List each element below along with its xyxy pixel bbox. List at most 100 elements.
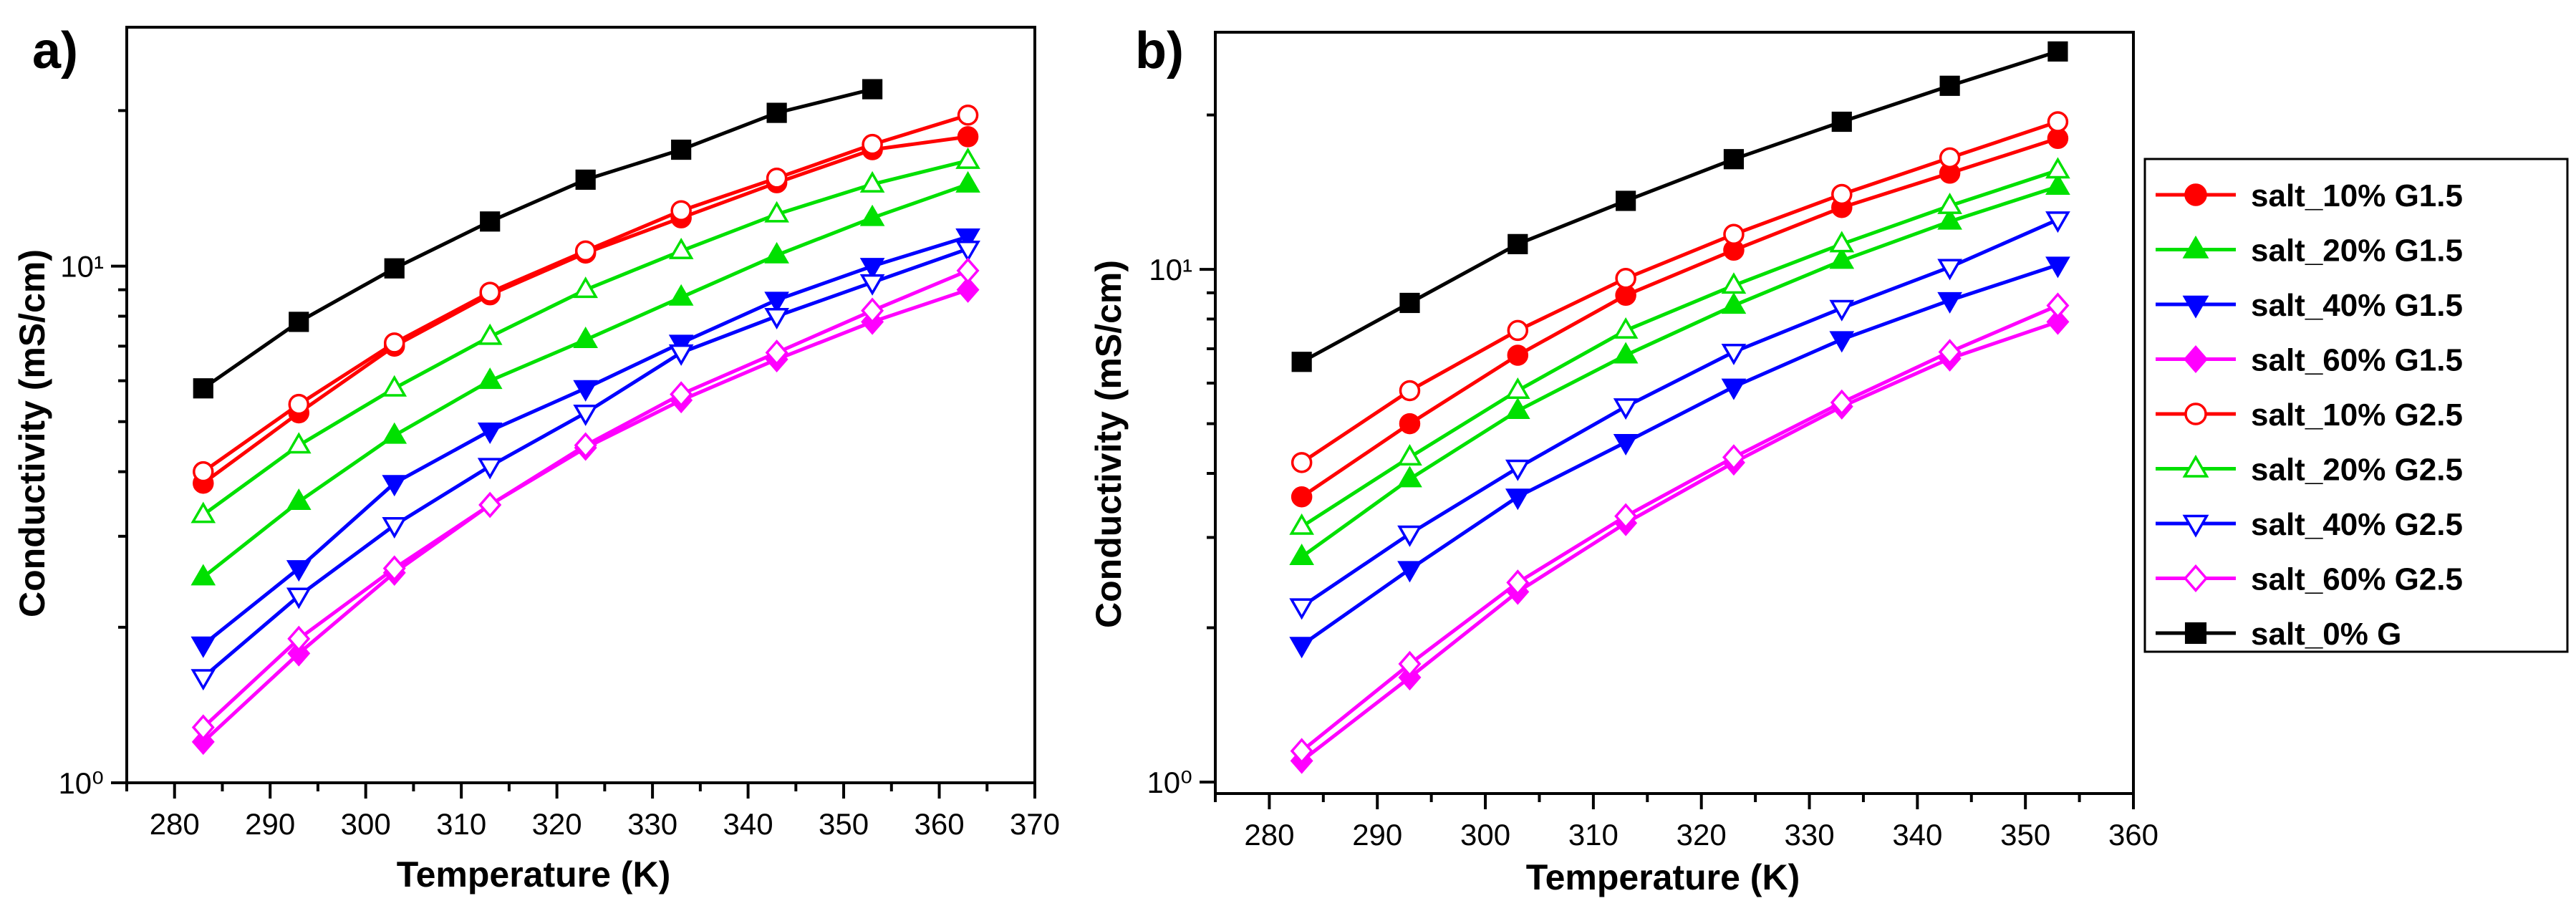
panel-a-ylabel: Conductivity (mS/cm) — [12, 249, 52, 617]
data-point — [2046, 292, 2070, 319]
data-point — [382, 475, 407, 497]
panel-a-series-6 — [190, 240, 980, 691]
data-point — [1397, 561, 1422, 583]
data-point — [955, 147, 980, 169]
data-point — [289, 312, 309, 332]
panel-a: a) Conductivity (mS/cm) Temperature (K) … — [12, 22, 1060, 895]
data-point — [2045, 211, 2070, 233]
data-point — [1505, 397, 1530, 419]
data-point — [1289, 513, 1314, 535]
data-point — [764, 241, 789, 264]
data-point — [764, 201, 789, 223]
data-point — [668, 284, 694, 306]
data-point — [1289, 637, 1314, 659]
data-point — [1399, 380, 1421, 402]
data-point — [955, 170, 980, 193]
data-point — [2045, 157, 2070, 179]
data-point — [1938, 339, 1962, 365]
legend-marker — [2183, 345, 2209, 373]
data-point — [1505, 377, 1530, 399]
legend-label: salt_60% G1.5 — [2251, 343, 2463, 378]
data-point — [2045, 256, 2070, 279]
panel-b-xtick-label: 340 — [1892, 818, 1942, 852]
data-point — [286, 488, 312, 510]
panel-a-xticks: 280 290 300 310 320 330 340 350 360 370 — [125, 783, 1060, 841]
legend-label: salt_20% G2.5 — [2251, 453, 2463, 488]
data-point — [859, 274, 885, 296]
data-point — [1831, 111, 1852, 132]
panel-b-xtick-label: 280 — [1244, 818, 1294, 852]
panel-a-series-7 — [191, 257, 980, 741]
data-point — [191, 728, 215, 756]
panel-a-xtick-label: 330 — [627, 807, 677, 841]
panel-a-xtick-label: 290 — [245, 807, 295, 841]
data-point — [1721, 272, 1747, 294]
data-point — [1615, 268, 1636, 289]
data-point — [862, 79, 883, 100]
legend-marker — [2182, 454, 2209, 478]
data-point — [1397, 466, 1422, 488]
data-point — [1507, 344, 1529, 366]
data-point — [573, 276, 599, 299]
panel-b-xtick-label: 290 — [1352, 818, 1402, 852]
panel-b-xtick-label: 330 — [1784, 818, 1834, 852]
legend-box — [2143, 158, 2569, 653]
data-point — [384, 258, 405, 279]
data-point — [286, 587, 312, 609]
data-point — [1937, 192, 1962, 214]
data-point — [573, 380, 599, 402]
series-line — [202, 288, 969, 743]
legend-label: salt_0% G — [2251, 617, 2401, 652]
panel-a-frame — [125, 26, 1036, 784]
series-line — [1301, 218, 2059, 608]
panel-a-series-8 — [193, 79, 883, 399]
data-point — [766, 102, 787, 123]
panel-b-xticks: 280 290 300 310 320 330 340 350 360 — [1214, 794, 2158, 852]
panel-b-ytick-label: 10¹ — [1149, 253, 1192, 286]
data-point — [1397, 444, 1422, 466]
data-point — [286, 560, 312, 582]
legend-label: salt_60% G2.5 — [2251, 562, 2463, 597]
data-point — [382, 375, 407, 397]
data-point — [1291, 486, 1313, 508]
data-point — [190, 636, 216, 658]
data-point — [1829, 247, 1855, 269]
data-point — [190, 564, 216, 586]
panel-b-series-1 — [1289, 173, 2070, 565]
panel-b-series-0 — [1291, 127, 2069, 508]
series-line — [1301, 263, 2059, 647]
panel-a-series-5 — [190, 147, 980, 524]
data-point — [1399, 413, 1421, 435]
panel-a-xlabel: Temperature (K) — [397, 854, 670, 895]
panel-b-xtick-label: 360 — [2108, 818, 2158, 852]
panel-b-frame — [1214, 31, 2135, 795]
panel-a-xtick-label: 370 — [1010, 807, 1060, 841]
legend-marker — [2184, 622, 2207, 645]
data-point — [1939, 147, 1961, 169]
data-point — [957, 104, 979, 126]
series-line — [1301, 120, 2059, 464]
panel-b-yticks: 10⁰ 10¹ — [1147, 113, 1215, 799]
series-line — [1301, 168, 2059, 529]
data-point — [1721, 343, 1747, 365]
legend-item: salt_60% G1.5 — [2156, 343, 2463, 378]
data-point — [1721, 292, 1747, 314]
data-point — [764, 307, 789, 329]
legend-item: salt_10% G1.5 — [2156, 178, 2463, 213]
series-line — [1301, 49, 2059, 364]
data-point — [193, 461, 214, 483]
panel-b-series-7 — [1290, 292, 2070, 764]
data-point — [670, 381, 693, 408]
panel-b-xtick-label: 300 — [1460, 818, 1510, 852]
data-point — [480, 211, 501, 232]
data-point — [1397, 525, 1422, 547]
panel-b-ylabel: Conductivity (mS/cm) — [1089, 260, 1129, 628]
data-point — [382, 517, 407, 539]
panel-b-xlabel: Temperature (K) — [1526, 857, 1800, 897]
data-point — [765, 339, 788, 366]
series-line — [1301, 304, 2059, 753]
data-point — [859, 170, 885, 193]
legend-marker — [2184, 183, 2207, 206]
data-point — [1291, 452, 1313, 473]
